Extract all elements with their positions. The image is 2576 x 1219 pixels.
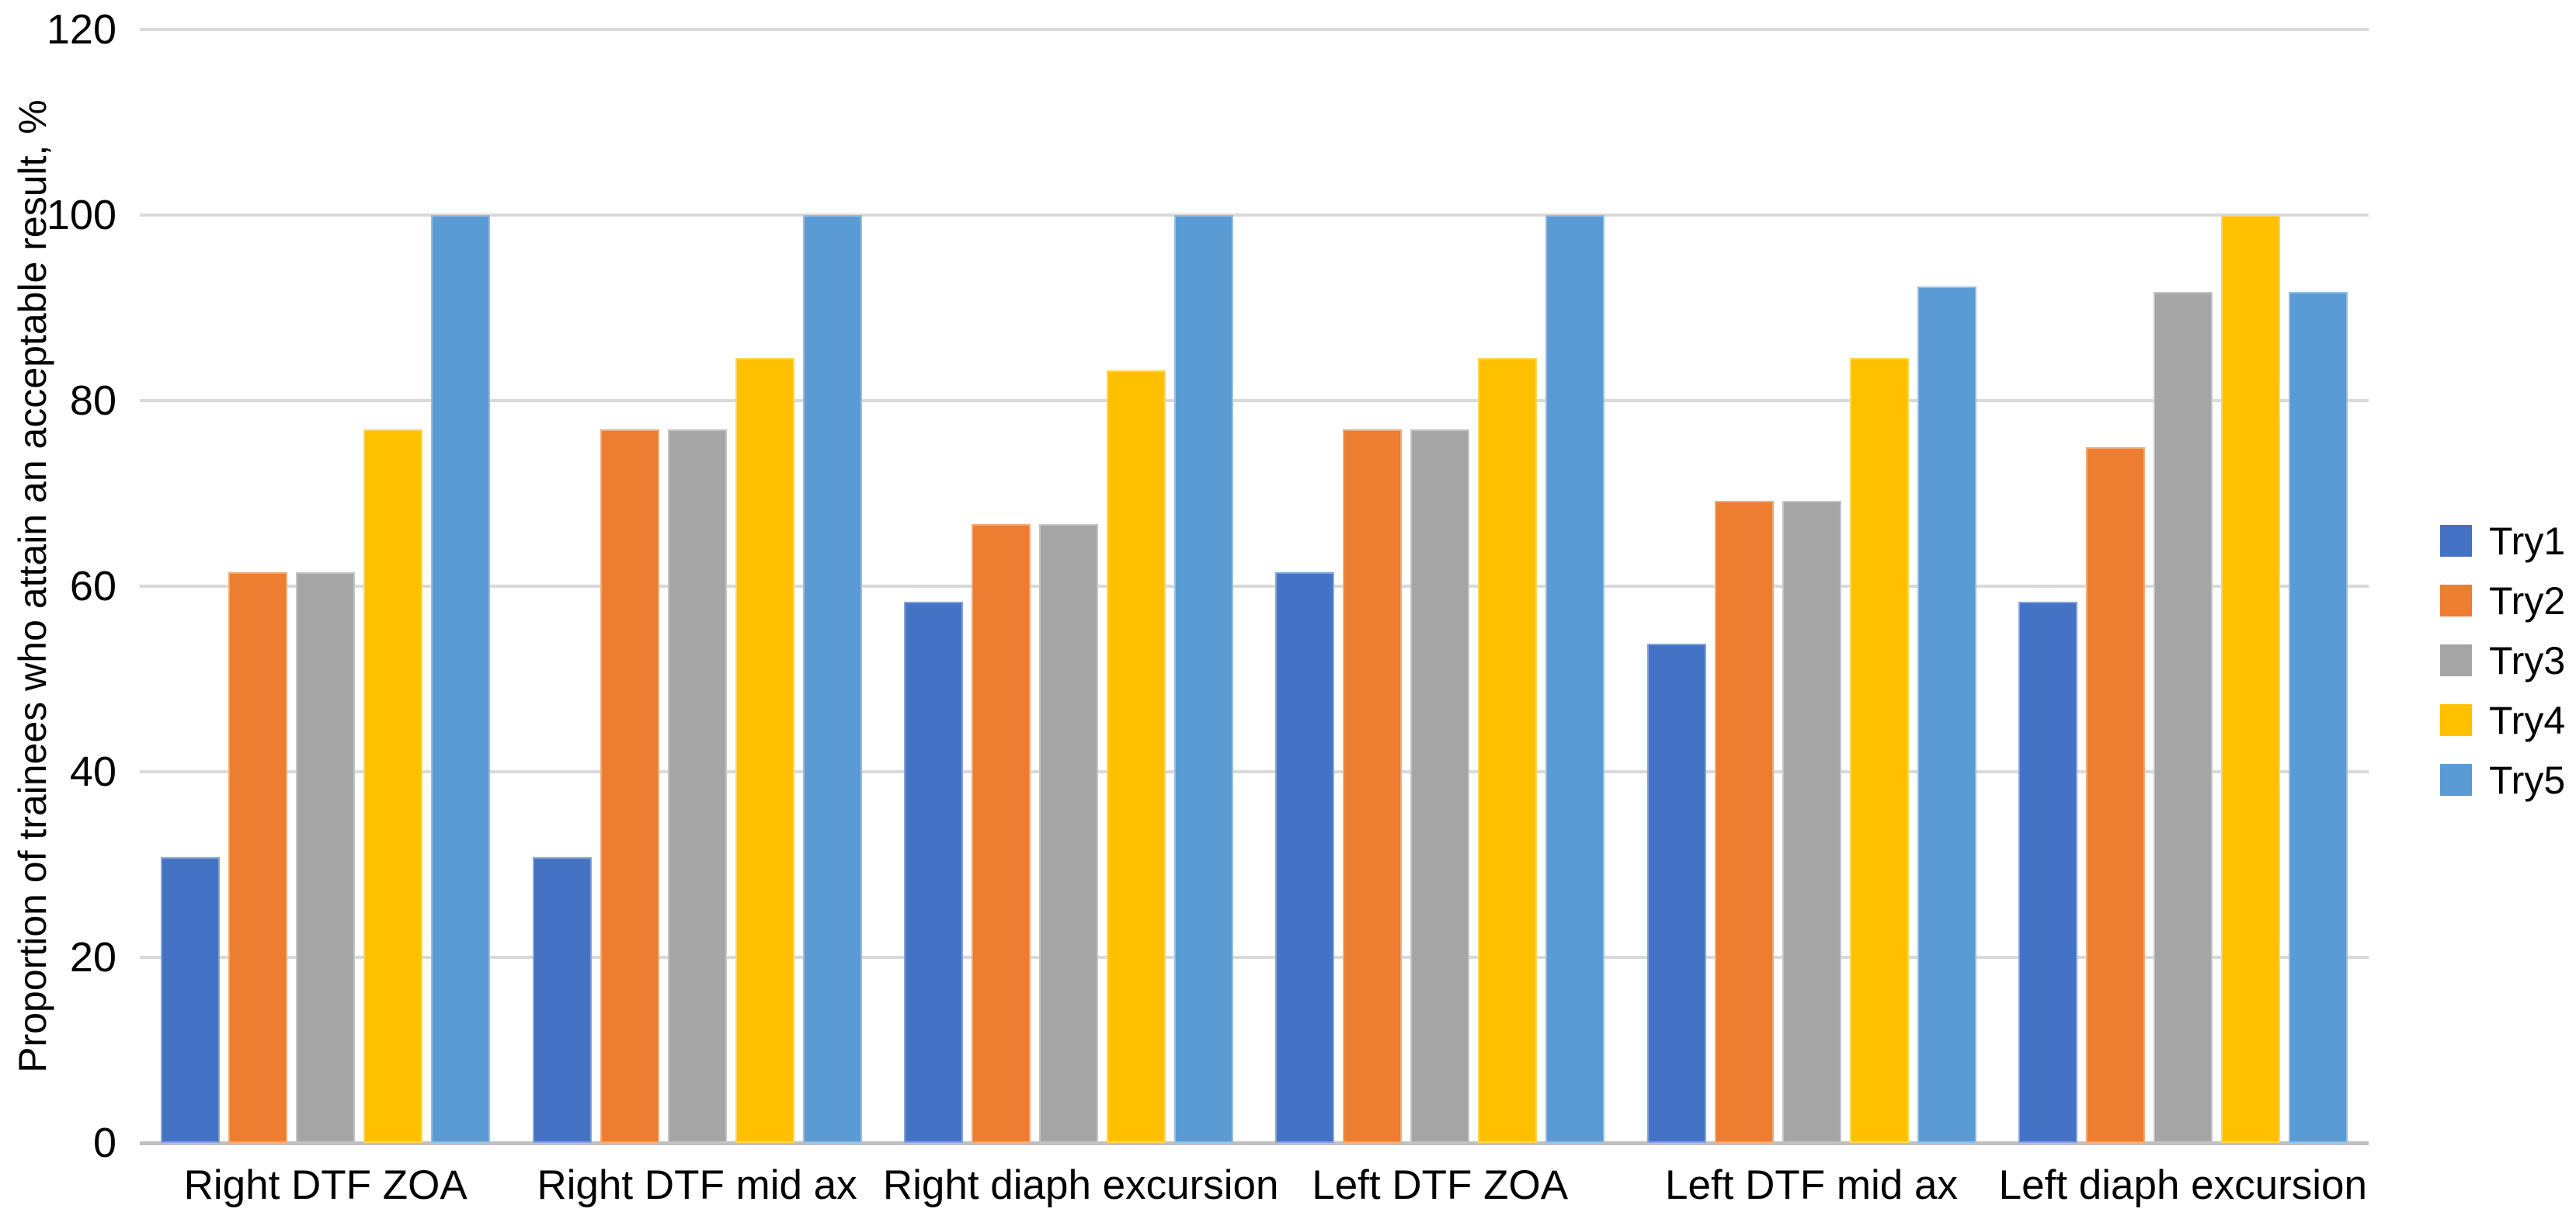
legend-item-try2: Try2: [2440, 579, 2565, 623]
bar-try5-group-5: [1917, 287, 1976, 1143]
bar-try3-group-1: [296, 572, 356, 1143]
x-category-label-3: Right diaph excursion: [882, 1162, 1279, 1208]
legend-item-try3: Try3: [2440, 639, 2565, 682]
bar-try4-group-6: [2220, 215, 2280, 1143]
legend-label-try2: Try2: [2489, 578, 2566, 623]
gridline-y-60: [140, 585, 2369, 588]
x-category-label-6: Left diaph excursion: [1998, 1162, 2368, 1208]
legend-swatch-try1: [2440, 525, 2472, 557]
legend-label-try3: Try3: [2489, 638, 2566, 682]
y-tick-label-100: 100: [46, 192, 116, 238]
bar-try1-group-6: [2018, 602, 2077, 1143]
plot-area: [140, 28, 2369, 1145]
x-axis-line: [140, 1141, 2369, 1145]
y-tick-label-0: 0: [92, 1120, 116, 1166]
bar-try2-group-1: [228, 572, 288, 1143]
legend-swatch-try2: [2440, 585, 2472, 616]
bar-try5-group-4: [1545, 215, 1605, 1143]
x-category-label-1: Right DTF ZOA: [183, 1162, 468, 1208]
bar-try4-group-3: [1106, 370, 1166, 1143]
bar-try2-group-4: [1343, 429, 1403, 1143]
gridline-y-40: [140, 770, 2369, 773]
bar-try3-group-3: [1038, 523, 1098, 1143]
legend-label-try1: Try1: [2489, 519, 2566, 563]
bar-try1-group-1: [161, 856, 221, 1143]
bar-try3-group-5: [1782, 501, 1841, 1143]
y-tick-label-40: 40: [69, 748, 116, 795]
y-tick-label-20: 20: [69, 934, 116, 981]
legend-item-try4: Try4: [2440, 699, 2565, 742]
gridline-y-120: [140, 28, 2369, 31]
bar-try2-group-2: [600, 429, 659, 1143]
gridline-y-20: [140, 956, 2369, 959]
bar-try2-group-5: [1714, 501, 1774, 1143]
bar-try5-group-3: [1173, 215, 1233, 1143]
bar-try1-group-5: [1646, 644, 1706, 1143]
bar-try4-group-4: [1478, 358, 1538, 1143]
bar-try3-group-4: [1410, 429, 1470, 1143]
y-tick-label-60: 60: [69, 563, 116, 610]
legend-swatch-try5: [2440, 764, 2472, 796]
gridline-y-100: [140, 214, 2369, 217]
x-category-label-4: Left DTF ZOA: [1312, 1162, 1569, 1208]
gridline-y-80: [140, 399, 2369, 402]
x-category-label-5: Left DTF mid ax: [1665, 1162, 1958, 1208]
legend-item-try1: Try1: [2440, 519, 2565, 563]
legend-item-try5: Try5: [2440, 759, 2565, 802]
bar-try2-group-6: [2085, 446, 2145, 1143]
legend: Try1 Try2 Try3 Try4 Try5: [2440, 519, 2565, 802]
bar-try3-group-2: [667, 429, 727, 1143]
legend-swatch-try3: [2440, 644, 2472, 676]
bar-try4-group-2: [735, 358, 794, 1143]
y-tick-label-120: 120: [46, 6, 116, 53]
legend-label-try4: Try4: [2489, 698, 2566, 742]
legend-swatch-try4: [2440, 704, 2472, 736]
legend-label-try5: Try5: [2489, 758, 2566, 802]
bar-try4-group-1: [363, 429, 423, 1143]
bar-try1-group-3: [903, 602, 963, 1143]
bar-try2-group-3: [971, 523, 1031, 1143]
y-tick-label-80: 80: [69, 377, 116, 424]
bar-try3-group-6: [2153, 292, 2213, 1143]
bar-try4-group-5: [1849, 358, 1909, 1143]
bar-try5-group-6: [2288, 292, 2348, 1143]
bar-try1-group-4: [1275, 572, 1335, 1143]
bar-try5-group-2: [802, 215, 862, 1143]
x-category-label-2: Right DTF mid ax: [537, 1162, 857, 1208]
bar-try5-group-1: [431, 215, 491, 1143]
bar-try1-group-2: [532, 856, 592, 1143]
